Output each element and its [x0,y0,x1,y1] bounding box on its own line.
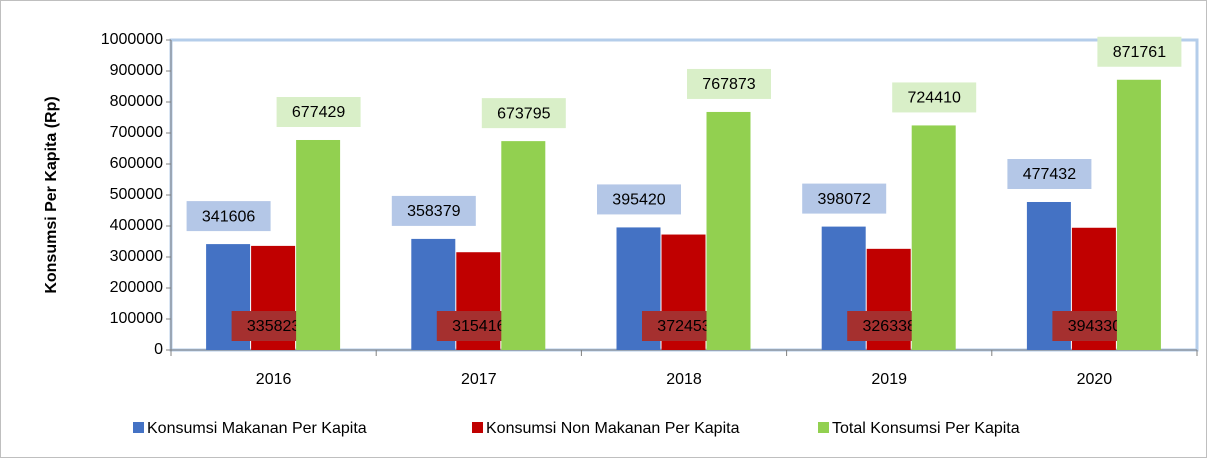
legend-swatch [472,422,483,433]
data-label-box [597,184,681,215]
data-label: 673795 [497,105,550,122]
y-axis-label: Konsumsi Per Kapita (Rp) [43,96,60,293]
y-tick-label: 700000 [110,124,163,141]
data-label: 335823 [247,318,300,335]
x-tick-label: 2017 [461,371,497,388]
data-label: 315416 [452,318,505,335]
y-tick-label: 600000 [110,155,163,172]
data-label-box [802,183,887,214]
legend-swatch [818,422,829,433]
legend-swatch [133,422,144,433]
x-tick-label: 2018 [666,371,702,388]
legend-label: Total Konsumsi Per Kapita [832,420,1020,437]
data-label-box [186,201,271,232]
data-label-box [276,96,361,127]
data-label: 394330 [1068,318,1121,335]
y-tick-label: 500000 [110,186,163,203]
x-tick-label: 2020 [1077,371,1113,388]
bar [706,111,751,350]
bar [1116,79,1161,350]
data-label: 341606 [202,208,255,225]
data-label-box [1007,158,1092,189]
data-label: 724410 [908,90,961,107]
data-label-box [687,68,771,99]
data-label-box [1097,36,1182,67]
legend-label: Konsumsi Makanan Per Kapita [147,420,367,437]
y-tick-label: 1000000 [101,31,163,48]
data-label: 358379 [407,203,460,220]
legend-label: Konsumsi Non Makanan Per Kapita [486,420,740,437]
y-tick-label: 300000 [110,248,163,265]
x-tick-label: 2019 [871,371,907,388]
data-label: 326338 [863,318,916,335]
data-label-box [892,82,977,113]
data-label: 871761 [1113,44,1166,61]
bar [296,139,341,350]
data-label: 677429 [292,104,345,121]
y-tick-label: 400000 [110,217,163,234]
y-tick-label: 800000 [110,93,163,110]
data-label: 398072 [818,191,871,208]
y-tick-label: 100000 [110,310,163,327]
data-label-box [391,195,476,226]
data-label: 395420 [612,192,665,209]
y-tick-label: 0 [154,341,163,358]
bar [501,141,546,350]
y-tick-label: 200000 [110,279,163,296]
data-label-box [481,98,566,129]
data-label: 372453 [657,318,710,335]
data-label: 767873 [702,76,755,93]
bar [911,125,956,351]
data-label: 477432 [1023,166,1076,183]
y-tick-label: 900000 [110,62,163,79]
x-tick-label: 2016 [256,371,292,388]
